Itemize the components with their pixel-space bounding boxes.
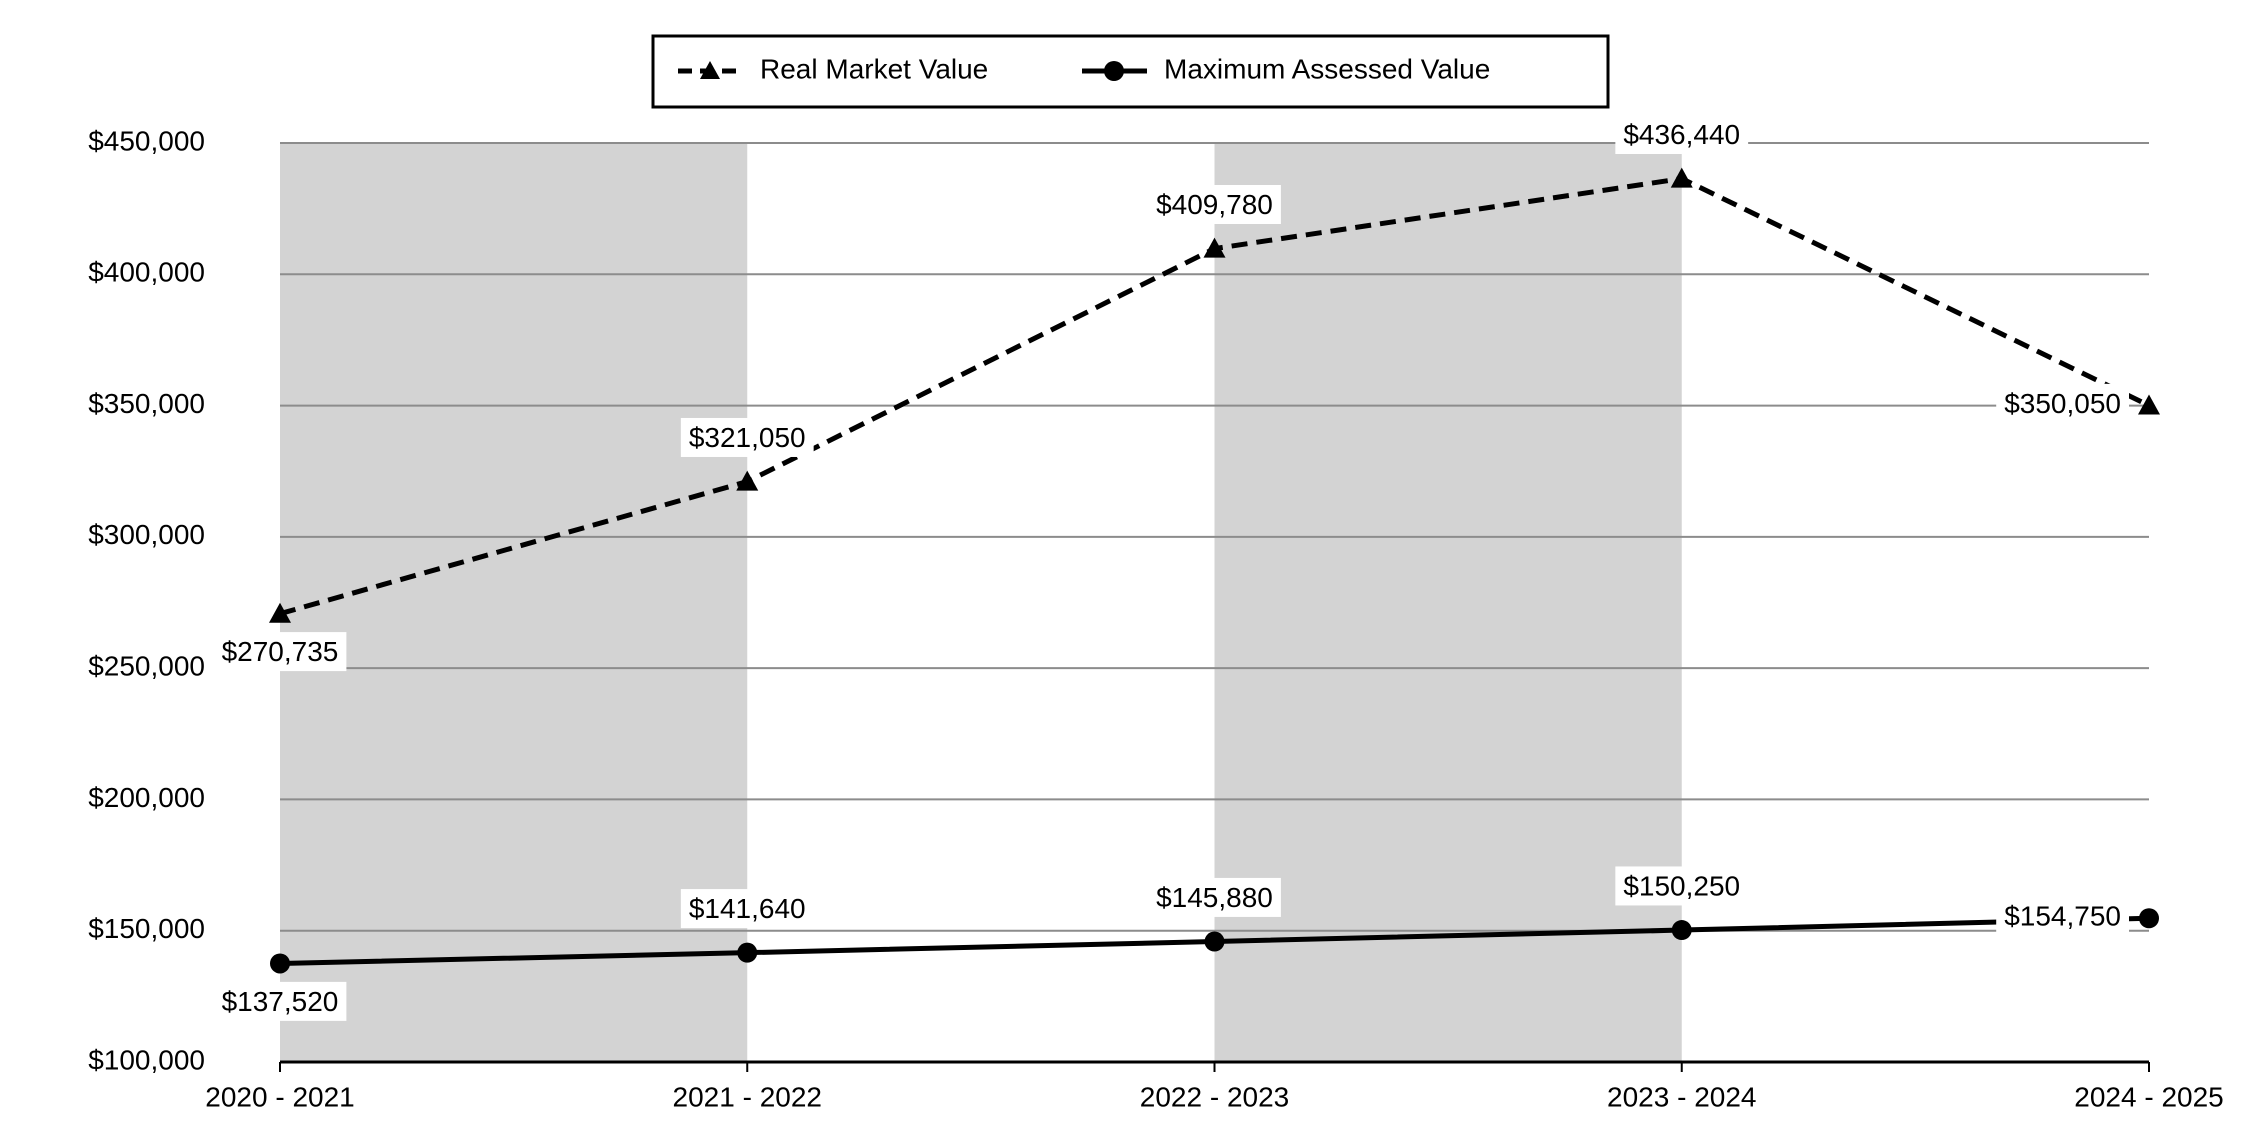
value-label-bg — [1615, 866, 1749, 906]
point — [2139, 908, 2159, 929]
value-label: $409,780 — [1156, 189, 1273, 220]
legend-marker — [700, 61, 720, 79]
x-tick-label: 2021 - 2022 — [673, 1081, 822, 1112]
y-tick-label: $100,000 — [88, 1044, 205, 1075]
x-tick-label: 2022 - 2023 — [1140, 1081, 1289, 1112]
point — [269, 602, 291, 623]
value-label: $270,735 — [222, 636, 339, 667]
y-tick-label: $150,000 — [88, 913, 205, 944]
point — [1671, 920, 1692, 941]
value-label-bg — [1996, 896, 2129, 936]
y-tick-label: $350,000 — [88, 388, 205, 419]
y-tick-label: $400,000 — [88, 257, 205, 288]
value-label-bg — [1996, 383, 2129, 423]
value-label: $137,520 — [222, 986, 339, 1017]
y-tick-label: $450,000 — [88, 125, 205, 156]
y-tick-label: $200,000 — [88, 782, 205, 813]
point — [270, 953, 290, 974]
value-label-bg — [680, 889, 814, 929]
value-label-bg — [213, 981, 347, 1021]
value-label: $436,440 — [1623, 119, 1740, 150]
value-label: $145,880 — [1156, 882, 1273, 913]
value-label: $321,050 — [689, 422, 806, 453]
value-label: $150,250 — [1623, 870, 1740, 901]
value-label: $141,640 — [689, 893, 806, 924]
legend-label: Real Market Value — [760, 53, 988, 84]
legend-label: Maximum Assessed Value — [1164, 53, 1490, 84]
point — [736, 470, 759, 491]
value-label-bg — [1615, 114, 1749, 154]
point — [737, 942, 758, 963]
band — [280, 143, 748, 1062]
value-label-bg — [1148, 877, 1281, 917]
x-tick-label: 2020 - 2021 — [205, 1081, 354, 1112]
value-label: $154,750 — [2004, 901, 2121, 932]
value-label: $350,050 — [2004, 388, 2121, 419]
value-label-bg — [1148, 184, 1281, 224]
value-label-bg — [213, 632, 347, 672]
x-tick-label: 2023 - 2024 — [1607, 1081, 1756, 1112]
y-tick-label: $300,000 — [88, 519, 205, 550]
y-tick-label: $250,000 — [88, 651, 205, 682]
legend-marker — [1104, 61, 1124, 81]
point — [1670, 167, 1693, 188]
band — [1214, 143, 1682, 1062]
point — [1204, 931, 1225, 952]
point — [2138, 394, 2160, 415]
point — [1203, 237, 1226, 258]
x-tick-label: 2024 - 2025 — [2074, 1081, 2223, 1112]
value-label-bg — [680, 417, 814, 457]
